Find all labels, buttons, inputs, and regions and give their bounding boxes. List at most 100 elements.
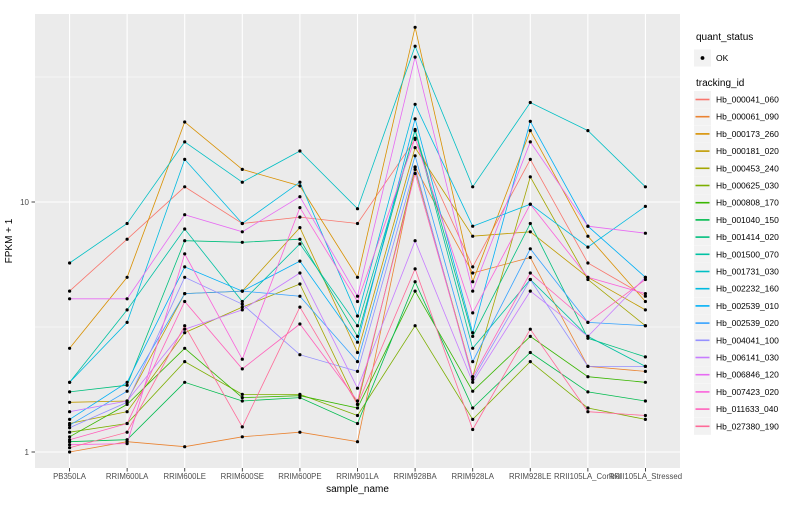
data-point: [643, 277, 648, 282]
data-point: [413, 44, 417, 48]
data-point: [240, 230, 244, 234]
data-point: [643, 308, 648, 312]
data-point: [183, 275, 187, 279]
data-point: [68, 261, 72, 265]
data-point: [125, 438, 129, 442]
legend-label-Hb_000808_170: Hb_000808_170: [716, 198, 779, 208]
data-point: [528, 119, 532, 123]
data-point: [355, 421, 360, 426]
data-point: [528, 255, 532, 260]
data-point: [125, 442, 129, 446]
data-point: [298, 282, 302, 286]
x-tick-label-RRIM928BA: RRIM928BA: [393, 472, 437, 481]
data-point: [355, 314, 360, 318]
data-point: [355, 294, 360, 298]
data-point: [471, 360, 475, 364]
data-point: [183, 252, 187, 256]
data-point: [586, 275, 590, 279]
data-point: [471, 265, 475, 269]
data-point: [586, 320, 590, 324]
data-point: [528, 140, 532, 144]
x-tick-label-RRIM600LE: RRIM600LE: [163, 472, 205, 481]
data-point: [355, 360, 360, 364]
data-point: [528, 221, 532, 226]
data-point: [125, 383, 129, 387]
data-point: [528, 271, 532, 275]
data-point: [240, 425, 244, 429]
data-point: [68, 417, 72, 421]
data-point: [471, 234, 475, 238]
data-point: [125, 221, 129, 226]
legend-label-Hb_000181_020: Hb_000181_020: [716, 146, 779, 156]
data-point: [183, 360, 187, 364]
legend-label-Hb_027380_190: Hb_027380_190: [716, 421, 779, 431]
data-point: [183, 185, 187, 189]
x-tick-label-RRIM600PE: RRIM600PE: [278, 472, 321, 481]
data-point: [298, 180, 302, 184]
data-point: [413, 102, 417, 106]
data-point: [586, 224, 590, 228]
data-point: [298, 305, 302, 309]
data-point: [471, 185, 475, 189]
data-point: [586, 375, 590, 379]
data-point: [471, 377, 475, 382]
data-point: [125, 421, 129, 426]
legend-label-Hb_004041_100: Hb_004041_100: [716, 335, 779, 345]
data-point: [413, 55, 417, 59]
data-point: [355, 386, 360, 390]
data-point: [643, 185, 648, 189]
data-point: [183, 299, 187, 304]
data-point: [125, 308, 129, 312]
legend-label-Hb_006846_120: Hb_006846_120: [716, 370, 779, 380]
data-point: [643, 417, 648, 421]
data-point: [643, 364, 648, 368]
data-point: [183, 324, 187, 328]
legend-label-Hb_007423_020: Hb_007423_020: [716, 387, 779, 397]
data-point: [240, 167, 244, 171]
data-point: [240, 357, 244, 361]
data-point: [471, 331, 475, 335]
data-point: [68, 430, 72, 434]
legend-label-Hb_000061_090: Hb_000061_090: [716, 112, 779, 122]
data-point: [643, 324, 648, 328]
data-point: [240, 221, 244, 226]
y-axis-title: FPKM + 1: [4, 218, 15, 263]
data-point: [183, 227, 187, 231]
data-point: [68, 390, 72, 394]
data-point: [413, 117, 417, 121]
x-tick-label-PB350LA: PB350LA: [53, 472, 87, 481]
data-point: [298, 215, 302, 219]
data-point: [586, 277, 590, 282]
data-point: [643, 231, 648, 235]
data-point: [413, 165, 417, 169]
data-point: [471, 427, 475, 432]
x-tick-label-RRIM600LA: RRIM600LA: [106, 472, 149, 481]
data-point: [298, 396, 302, 400]
data-point: [240, 396, 244, 400]
data-point: [68, 410, 72, 414]
data-point: [125, 389, 129, 393]
data-point: [125, 430, 129, 434]
data-point: [240, 289, 244, 293]
data-point: [68, 346, 72, 350]
data-point: [586, 390, 590, 394]
legend-label-Hb_001414_020: Hb_001414_020: [716, 232, 779, 242]
data-point: [643, 299, 648, 304]
legend-label-Hb_001040_150: Hb_001040_150: [716, 215, 779, 225]
data-point: [355, 399, 360, 403]
data-point: [471, 375, 475, 379]
data-point: [355, 334, 360, 338]
data-point: [643, 292, 648, 296]
data-point: [68, 443, 72, 447]
data-point: [528, 277, 532, 282]
data-point: [528, 334, 532, 338]
data-point: [413, 267, 417, 271]
data-point: [298, 430, 302, 434]
legend-label-Hb_002539_010: Hb_002539_010: [716, 301, 779, 311]
data-point: [528, 230, 532, 234]
data-point: [68, 297, 72, 301]
data-point: [471, 406, 475, 410]
data-point: [68, 289, 72, 293]
x-axis-title: sample_name: [326, 484, 389, 495]
data-point: [298, 237, 302, 241]
